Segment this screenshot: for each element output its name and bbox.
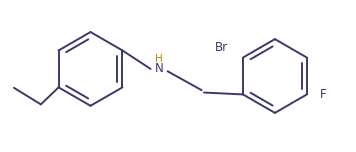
Text: N: N [155, 62, 163, 75]
Text: H: H [155, 54, 163, 64]
Text: Br: Br [215, 41, 228, 54]
Text: F: F [320, 88, 327, 101]
